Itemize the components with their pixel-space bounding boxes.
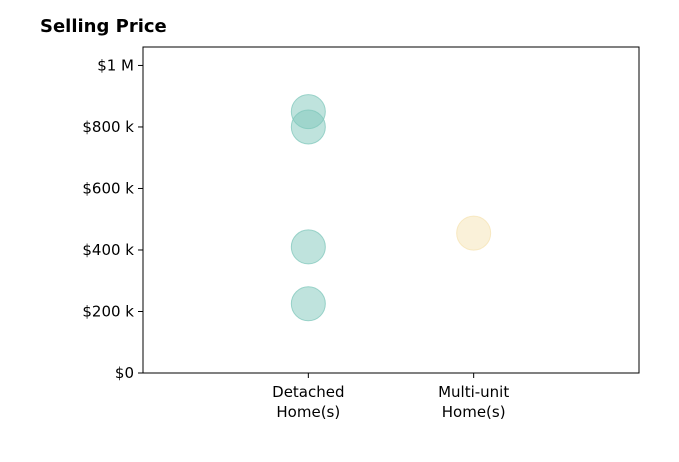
y-tick-label: $600 k (82, 179, 134, 197)
plot-frame (142, 46, 640, 374)
data-points (290, 94, 492, 322)
chart-title: Selling Price (40, 16, 167, 37)
x-tick-label: Detached (272, 383, 344, 401)
scatter-point (290, 229, 326, 265)
x-axis: Detached Home(s) Multi-unit Home(s) (272, 373, 509, 421)
scatter-point (290, 286, 326, 322)
x-tick-label: Multi-unit (438, 383, 509, 401)
y-tick-label: $1 M (97, 56, 134, 74)
y-axis: $0 $200 k $400 k $600 k $800 k $1 M (82, 56, 143, 382)
y-tick-label: $0 (115, 364, 134, 382)
x-tick-label: Home(s) (442, 403, 506, 421)
y-tick-label: $400 k (82, 241, 134, 259)
scatter-point (456, 215, 492, 251)
x-tick-label: Home(s) (276, 403, 340, 421)
y-tick-label: $800 k (82, 118, 134, 136)
y-tick-label: $200 k (82, 302, 134, 320)
scatter-point (290, 109, 326, 145)
